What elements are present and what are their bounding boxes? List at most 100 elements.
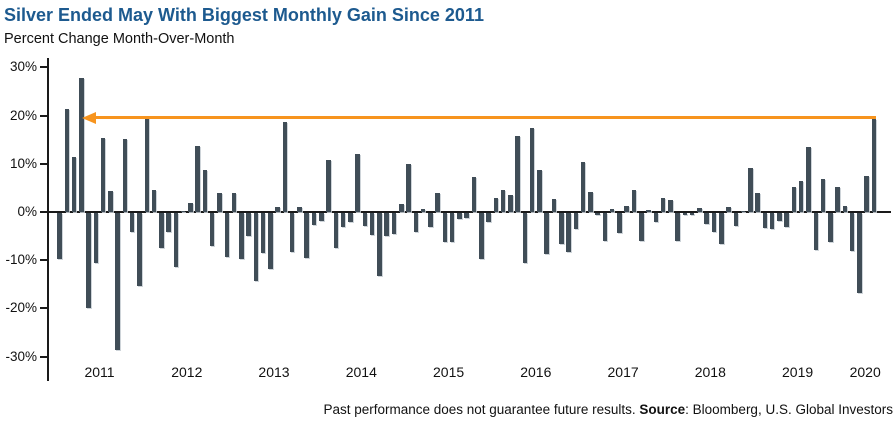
y-axis-tick-label: 0% bbox=[17, 204, 37, 219]
bar bbox=[173, 213, 179, 267]
bar bbox=[457, 213, 462, 220]
bar bbox=[762, 213, 768, 228]
bar bbox=[340, 213, 346, 227]
bar bbox=[297, 207, 302, 212]
bar bbox=[529, 128, 535, 212]
bar bbox=[311, 213, 317, 225]
bar bbox=[653, 213, 659, 223]
bar bbox=[595, 213, 600, 216]
bar bbox=[639, 213, 644, 241]
y-axis-tick bbox=[40, 114, 48, 117]
bar bbox=[857, 213, 862, 293]
bar bbox=[209, 213, 215, 246]
bar bbox=[784, 213, 789, 227]
bar bbox=[362, 213, 368, 226]
y-axis-tick-label: 10% bbox=[9, 155, 37, 171]
bar bbox=[479, 213, 484, 260]
footer-note: Past performance does not guarantee futu… bbox=[323, 402, 893, 417]
bar bbox=[791, 187, 797, 212]
bar bbox=[435, 193, 440, 212]
bar bbox=[471, 177, 477, 212]
bar bbox=[704, 213, 709, 224]
y-axis-tick-label: -30% bbox=[5, 348, 37, 364]
footer-disclaimer: Past performance does not guarantee futu… bbox=[323, 402, 640, 417]
bar bbox=[71, 157, 77, 212]
annotation-arrow-left-head bbox=[82, 111, 96, 124]
x-axis-year-label: 2017 bbox=[607, 364, 639, 380]
y-axis-tick bbox=[40, 66, 48, 69]
bar bbox=[755, 193, 760, 212]
annotation-arrow-shaft bbox=[95, 116, 877, 120]
bar bbox=[515, 135, 520, 212]
bar bbox=[733, 213, 739, 226]
bar bbox=[682, 213, 688, 215]
bar bbox=[151, 189, 157, 212]
x-axis-year-label: 2019 bbox=[782, 364, 814, 380]
bar bbox=[159, 213, 164, 248]
y-axis-tick-label: 20% bbox=[9, 107, 37, 123]
bar bbox=[428, 213, 433, 227]
bar bbox=[253, 213, 259, 282]
bar bbox=[777, 213, 782, 221]
bar bbox=[675, 213, 680, 241]
bar bbox=[486, 213, 491, 223]
bar bbox=[617, 213, 622, 234]
bar bbox=[122, 139, 128, 212]
y-axis-line bbox=[47, 58, 49, 381]
bar bbox=[631, 189, 637, 212]
bar bbox=[268, 213, 273, 270]
bar bbox=[559, 213, 564, 245]
y-axis-tick bbox=[40, 259, 48, 262]
bar bbox=[500, 189, 506, 212]
bar bbox=[740, 210, 746, 212]
bar bbox=[748, 167, 753, 212]
bar bbox=[319, 213, 324, 222]
bar bbox=[166, 213, 171, 232]
bar bbox=[660, 197, 666, 212]
bar bbox=[719, 213, 724, 245]
footer-source-label: Source bbox=[639, 402, 686, 417]
bar bbox=[551, 199, 557, 212]
bar bbox=[195, 146, 200, 212]
bar bbox=[442, 213, 448, 243]
x-axis-year-label: 2016 bbox=[520, 364, 552, 380]
bar bbox=[333, 213, 339, 249]
bar bbox=[93, 213, 99, 263]
bar bbox=[224, 213, 230, 257]
bar bbox=[57, 213, 62, 259]
y-axis-tick-label: -10% bbox=[5, 252, 37, 268]
bar bbox=[86, 213, 91, 309]
bar bbox=[849, 213, 855, 252]
bar bbox=[624, 205, 629, 212]
x-axis-year-label: 2020 bbox=[849, 364, 881, 380]
bar bbox=[871, 118, 877, 212]
bar bbox=[377, 213, 382, 276]
bar bbox=[391, 213, 397, 235]
y-axis-tick-label: 30% bbox=[9, 59, 37, 75]
bar bbox=[64, 109, 70, 212]
bar bbox=[711, 213, 717, 233]
bar bbox=[399, 204, 404, 212]
x-axis-year-label: 2011 bbox=[84, 364, 115, 380]
bar bbox=[289, 213, 295, 252]
x-axis-year-label: 2013 bbox=[258, 364, 290, 380]
zero-baseline bbox=[47, 211, 891, 213]
bar bbox=[144, 117, 150, 212]
y-axis-tick bbox=[40, 162, 48, 165]
x-axis-year-label: 2015 bbox=[433, 364, 465, 380]
x-axis-year-label: 2014 bbox=[345, 364, 377, 380]
bar bbox=[697, 207, 702, 212]
bar bbox=[188, 203, 193, 212]
bar bbox=[544, 213, 549, 254]
bar bbox=[369, 213, 375, 236]
bar bbox=[493, 197, 499, 212]
bar bbox=[537, 169, 542, 212]
bar bbox=[355, 154, 360, 212]
bar bbox=[231, 193, 237, 212]
footer-source-value: : Bloomberg, U.S. Global Investors bbox=[685, 402, 893, 417]
bar bbox=[609, 208, 615, 212]
bar bbox=[79, 78, 84, 212]
bar bbox=[580, 162, 586, 212]
bar bbox=[689, 213, 695, 215]
